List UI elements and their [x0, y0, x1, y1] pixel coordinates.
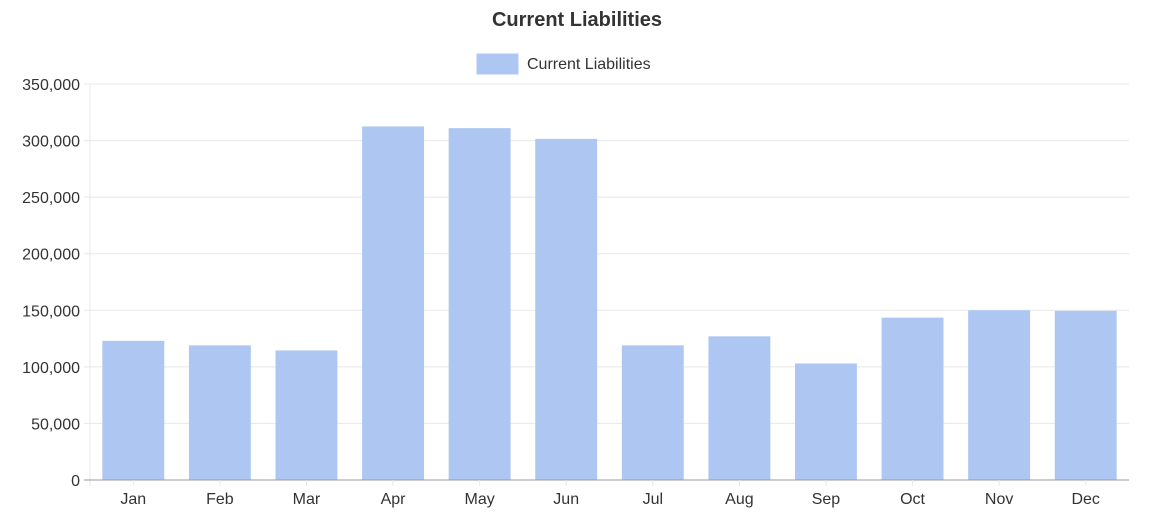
y-tick-label: 150,000: [22, 303, 80, 320]
gridlines: [84, 83, 1129, 481]
bar-aug[interactable]: [708, 336, 771, 480]
y-tick-label: 350,000: [22, 77, 80, 94]
y-tick-label: 250,000: [22, 190, 80, 207]
x-tick-label: Sep: [812, 491, 841, 508]
x-axis-ticks: Jan Feb Mar Apr May Jun Jul Aug Sep Oct Nov Dec: [120, 491, 1100, 508]
x-tick-label: Feb: [206, 491, 234, 508]
bar-jul[interactable]: [621, 345, 684, 480]
bar-may[interactable]: [448, 128, 511, 480]
x-tick-label: Dec: [1071, 491, 1099, 508]
x-tick-label: Jul: [643, 491, 663, 508]
y-tick-label: 0: [71, 473, 80, 490]
axes: [84, 84, 1129, 486]
bar-jan[interactable]: [102, 340, 165, 480]
x-tick-label: Nov: [985, 491, 1013, 508]
x-tick-label: Mar: [293, 491, 321, 508]
y-tick-label: 300,000: [22, 134, 80, 151]
y-tick-label: 50,000: [31, 416, 80, 433]
chart-legend[interactable]: Current Liabilities: [476, 53, 651, 75]
chart-title: Current Liabilities: [492, 9, 662, 31]
y-tick-label: 100,000: [22, 360, 80, 377]
y-tick-label: 200,000: [22, 247, 80, 264]
bar-feb[interactable]: [188, 345, 251, 480]
x-tick-label: Jun: [553, 491, 579, 508]
x-tick-label: Apr: [381, 491, 407, 508]
bar-mar[interactable]: [275, 350, 338, 480]
bar-dec[interactable]: [1054, 310, 1117, 480]
bar-nov[interactable]: [968, 310, 1031, 480]
bar-oct[interactable]: [881, 317, 944, 480]
legend-label: Current Liabilities: [527, 56, 651, 73]
bar-sep[interactable]: [795, 363, 857, 480]
x-tick-label: May: [465, 491, 495, 508]
y-axis-ticks: 0 50,000 100,000 150,000 200,000 250,000 300,0…: [22, 77, 80, 490]
bar-apr[interactable]: [362, 126, 424, 480]
bar-jun[interactable]: [535, 138, 598, 481]
x-tick-label: Oct: [900, 491, 925, 508]
bars: [102, 126, 1117, 481]
legend-swatch: [476, 53, 519, 75]
x-tick-label: Jan: [120, 491, 146, 508]
x-tick-label: Aug: [725, 491, 753, 508]
